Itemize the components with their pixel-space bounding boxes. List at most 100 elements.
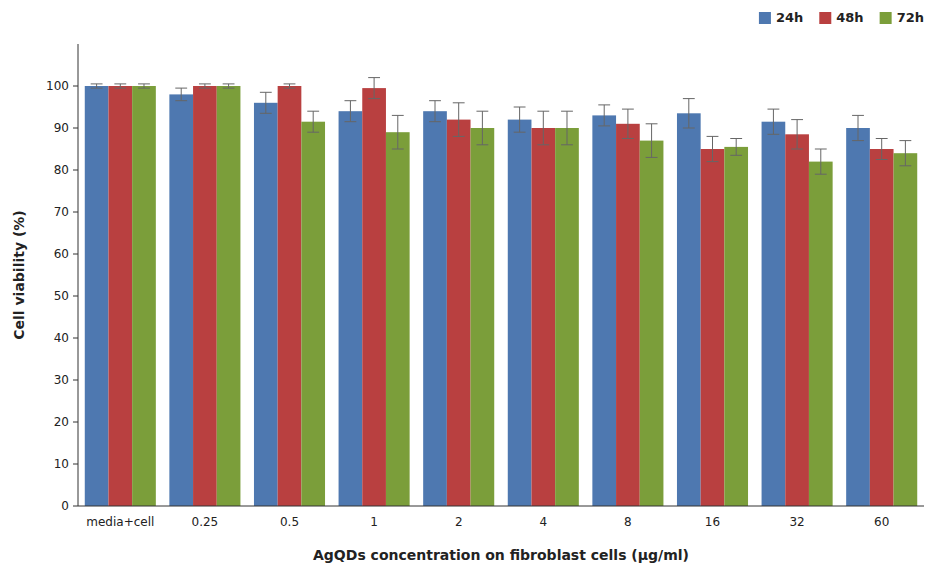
y-tick <box>73 338 78 339</box>
bar <box>894 153 918 506</box>
legend-item: 24h <box>759 10 803 25</box>
error-cap <box>767 134 779 135</box>
error-cap <box>899 140 911 141</box>
error-bar <box>730 139 742 156</box>
y-axis-label: Cell viability (%) <box>11 210 27 340</box>
error-cap <box>260 113 272 114</box>
error-cap <box>199 83 211 84</box>
error-bar <box>114 84 126 88</box>
error-cap <box>622 138 634 139</box>
y-tick-label: 40 <box>54 331 69 345</box>
error-cap <box>683 98 695 99</box>
error-stem <box>736 139 737 156</box>
bar <box>785 134 809 506</box>
y-tick <box>73 464 78 465</box>
error-stem <box>797 120 798 149</box>
y-tick-label: 60 <box>54 247 69 261</box>
error-bar <box>707 136 719 161</box>
error-cap <box>561 111 573 112</box>
error-bar <box>815 149 827 174</box>
error-stem <box>482 111 483 145</box>
error-cap <box>476 111 488 112</box>
error-cap <box>646 123 658 124</box>
error-bar <box>368 78 380 99</box>
error-bar <box>791 120 803 149</box>
error-cap <box>91 83 103 84</box>
error-stem <box>566 111 567 145</box>
error-stem <box>204 84 205 88</box>
legend-swatch <box>880 12 892 24</box>
y-tick-label: 10 <box>54 457 69 471</box>
error-cap <box>307 111 319 112</box>
x-tick-label: 0.25 <box>192 515 219 529</box>
bar <box>447 120 471 506</box>
legend-label: 72h <box>897 10 924 25</box>
y-tick-label: 90 <box>54 121 69 135</box>
error-bar <box>284 84 296 88</box>
error-stem <box>458 103 459 137</box>
error-cap <box>791 149 803 150</box>
bar <box>386 132 410 506</box>
error-cap <box>537 144 549 145</box>
bar <box>870 149 894 506</box>
plot-data <box>85 78 917 506</box>
y-tick-label: 80 <box>54 163 69 177</box>
legend: 24h 48h 72h <box>759 10 924 25</box>
bar <box>132 86 156 506</box>
legend-item: 48h <box>819 10 863 25</box>
bar <box>108 86 132 506</box>
series <box>108 78 893 506</box>
bar <box>531 128 555 506</box>
error-cap <box>284 83 296 84</box>
error-stem <box>265 92 266 113</box>
error-cap <box>646 157 658 158</box>
bar <box>301 122 325 506</box>
y-tick <box>73 380 78 381</box>
error-cap <box>175 100 187 101</box>
bar <box>169 94 193 506</box>
error-bar <box>683 99 695 128</box>
series <box>132 84 917 506</box>
y-tick-label: 30 <box>54 373 69 387</box>
error-stem <box>688 99 689 128</box>
bar <box>616 124 640 506</box>
error-stem <box>858 115 859 140</box>
y-tick-label: 100 <box>46 79 69 93</box>
bar <box>555 128 579 506</box>
error-stem <box>881 139 882 160</box>
error-cap <box>707 161 719 162</box>
error-stem <box>627 109 628 138</box>
error-stem <box>820 149 821 174</box>
error-bar <box>514 107 526 132</box>
error-cap <box>852 115 864 116</box>
y-tick-label: 50 <box>54 289 69 303</box>
error-cap <box>514 132 526 133</box>
error-cap <box>876 138 888 139</box>
error-bar <box>876 139 888 160</box>
error-cap <box>598 125 610 126</box>
error-cap <box>138 88 150 89</box>
x-tick-label: 32 <box>789 515 804 529</box>
legend-swatch <box>759 12 771 24</box>
bar <box>339 111 363 506</box>
x-tick-label: 16 <box>705 515 720 529</box>
error-cap <box>368 77 380 78</box>
error-cap <box>114 88 126 89</box>
error-bar <box>307 111 319 132</box>
error-cap <box>91 88 103 89</box>
error-stem <box>350 101 351 122</box>
error-bar <box>429 101 441 122</box>
error-stem <box>181 88 182 101</box>
error-stem <box>905 141 906 166</box>
error-cap <box>344 121 356 122</box>
y-tick <box>73 212 78 213</box>
error-cap <box>368 98 380 99</box>
error-cap <box>514 107 526 108</box>
error-cap <box>622 109 634 110</box>
error-stem <box>773 109 774 134</box>
error-cap <box>876 159 888 160</box>
axes: 0102030405060708090100media+cell0.250.51… <box>46 44 924 529</box>
error-stem <box>313 111 314 132</box>
error-cap <box>815 149 827 150</box>
error-bar <box>392 115 404 149</box>
